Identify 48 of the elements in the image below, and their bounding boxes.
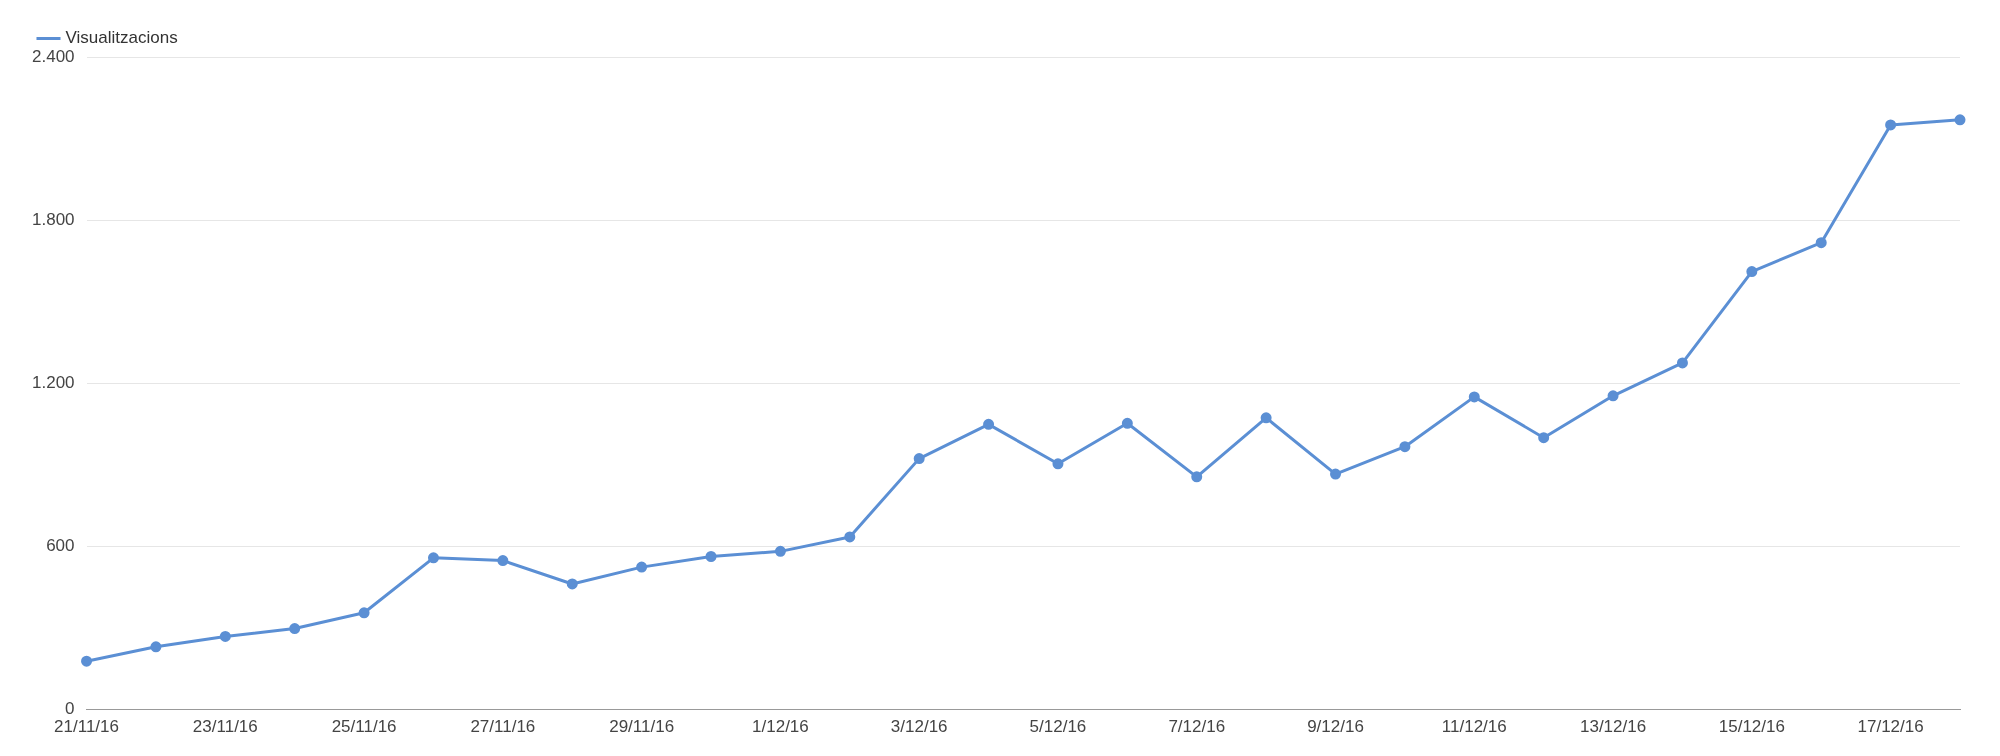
point [1399, 441, 1411, 453]
point [1885, 119, 1897, 131]
point [636, 561, 648, 573]
x-tick-label: 5/12/16 [1029, 717, 1087, 737]
x-tick-label: 17/12/16 [1857, 717, 1924, 737]
point [497, 555, 509, 567]
point [150, 641, 162, 653]
x-tick-label: 21/11/16 [54, 717, 119, 737]
x-tick-label: 23/11/16 [192, 717, 258, 737]
point [1260, 412, 1272, 424]
point [289, 623, 301, 635]
x-tick-label: 1/12/16 [752, 717, 809, 737]
point [774, 545, 786, 557]
point [219, 630, 231, 642]
point [358, 607, 370, 619]
point [983, 418, 995, 430]
y-tick-label: 1.200 [31, 372, 75, 392]
point [81, 655, 93, 667]
point [1746, 266, 1758, 278]
point [705, 551, 717, 563]
x-tick-label: 29/11/16 [609, 717, 675, 737]
x-tick-label: 11/12/16 [1441, 717, 1507, 737]
point [1538, 432, 1550, 444]
point [1191, 471, 1203, 483]
x-tick-label: 15/12/16 [1718, 717, 1785, 737]
x-tick-label: 13/12/16 [1579, 717, 1647, 737]
y-tick-label: 1.800 [31, 209, 75, 229]
point [1468, 391, 1480, 403]
x-tick-label: 27/11/16 [470, 717, 536, 737]
point [1676, 357, 1688, 369]
point [1954, 114, 1966, 126]
point [1052, 458, 1064, 470]
x-tick-label: 25/11/16 [331, 717, 397, 737]
x-tick-label: 9/12/16 [1307, 717, 1364, 737]
x-tick-label: 7/12/16 [1168, 717, 1226, 737]
point [1330, 468, 1342, 480]
y-tick-label: 600 [46, 536, 75, 556]
y-tick-label: 2.400 [31, 46, 75, 66]
point [844, 531, 856, 543]
legend-label: Visualitzacions [65, 28, 178, 48]
point [913, 453, 925, 465]
point [1121, 417, 1133, 429]
x-tick-label: 3/12/16 [890, 717, 948, 737]
point [427, 552, 439, 564]
point [566, 578, 578, 590]
y-tick-label: 0 [65, 699, 75, 719]
point [1607, 390, 1619, 402]
point [1815, 237, 1827, 249]
